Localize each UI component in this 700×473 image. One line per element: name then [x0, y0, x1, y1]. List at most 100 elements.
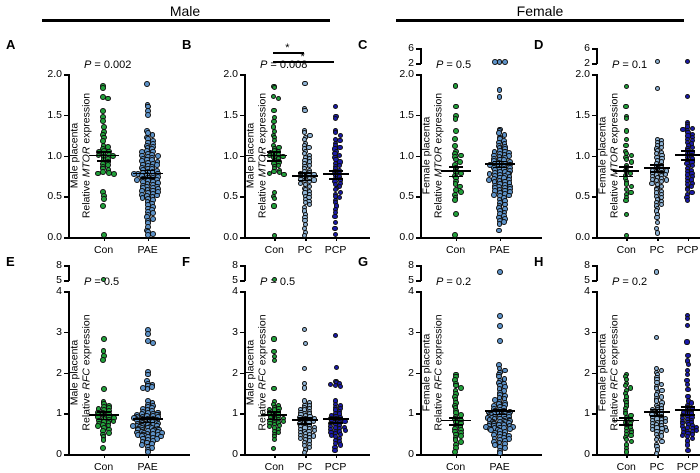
y-tick	[592, 74, 596, 76]
data-point	[110, 418, 117, 425]
y-tick	[416, 196, 420, 198]
sem-cap-bottom	[680, 159, 695, 161]
y-tick	[240, 196, 244, 198]
y-tick-label: 0	[56, 448, 62, 460]
data-point	[338, 442, 344, 448]
y-tick-label: 0.0	[223, 231, 238, 243]
data-point	[297, 180, 303, 186]
sem-cap-bottom	[448, 175, 463, 178]
y-tick-label: 0	[232, 448, 238, 460]
y-tick	[64, 331, 68, 334]
y-tick-label: 1.0	[223, 149, 238, 162]
data-point	[453, 103, 459, 110]
y-tick-label: 2.0	[575, 68, 590, 80]
data-point	[149, 132, 156, 139]
y-tick	[592, 237, 596, 239]
data-point	[100, 445, 106, 452]
data-point	[333, 116, 339, 122]
y-tick-label: 4	[408, 285, 414, 297]
y-tick	[240, 372, 244, 375]
x-tick	[656, 237, 659, 241]
data-point	[685, 448, 691, 454]
x-axis-label-pc: PC	[649, 244, 665, 256]
data-point	[623, 156, 629, 163]
data-point	[271, 276, 277, 283]
y-axis-line-b	[244, 74, 246, 237]
y-tick-label: 1.0	[47, 149, 62, 162]
sem-cap-top	[492, 408, 507, 411]
data-point	[100, 107, 106, 114]
sem-cap-bottom	[619, 424, 634, 426]
y-tick	[592, 196, 596, 198]
y-tick-label: 1	[232, 407, 238, 420]
y-tick	[64, 74, 68, 76]
data-point	[457, 189, 464, 196]
sem-error-bar	[304, 172, 306, 180]
x-axis-line-c	[420, 237, 542, 239]
data-point	[281, 418, 287, 424]
group-rule-female	[396, 19, 684, 22]
data-point	[654, 214, 660, 221]
sem-error-bar	[273, 151, 276, 160]
break-tick	[64, 280, 69, 282]
significance-star: *	[300, 51, 305, 63]
y-axis-line-a	[68, 74, 70, 237]
sem-cap-bottom	[297, 179, 312, 182]
data-point	[628, 159, 634, 165]
y-tick	[592, 114, 596, 117]
data-point	[659, 388, 665, 394]
data-point	[134, 177, 140, 183]
data-point	[654, 59, 660, 65]
data-point	[271, 445, 277, 451]
sem-error-bar	[454, 416, 457, 425]
data-point	[663, 418, 669, 424]
x-axis-label-pcp: PCP	[324, 244, 347, 256]
data-point	[333, 365, 339, 371]
data-point	[623, 143, 629, 149]
data-point	[332, 382, 338, 389]
data-point	[301, 449, 308, 455]
data-point	[301, 232, 308, 238]
y-tick	[416, 291, 420, 293]
data-point	[144, 449, 151, 455]
p-value-c: P = 0.5	[436, 59, 472, 71]
data-point	[337, 144, 343, 150]
data-point	[333, 231, 339, 238]
y-tick	[64, 237, 68, 239]
p-value-a: P = 0.002	[84, 59, 132, 71]
y-tick-label: 1.5	[575, 108, 590, 121]
panel-g: G P = 0.2 Female placenta Relative RFC expr…	[352, 255, 542, 472]
break-tick	[416, 63, 421, 65]
break-tick-label: 8	[56, 259, 62, 271]
data-point	[491, 59, 498, 66]
data-point	[458, 432, 464, 439]
data-point	[654, 230, 661, 236]
data-point	[684, 316, 691, 322]
group-rule-male	[42, 19, 330, 22]
data-point	[281, 171, 287, 177]
data-point	[100, 118, 107, 125]
sem-cap-top	[297, 172, 312, 174]
data-point	[307, 178, 313, 185]
break-tick	[240, 280, 245, 282]
panel-e: E P = 0.5 Male placenta Relative RFC expres…	[0, 255, 190, 472]
panel-d: D P = 0.1 Female placenta Relative MTOR exp…	[528, 38, 700, 256]
sem-cap-top	[448, 416, 463, 419]
data-point	[457, 438, 464, 445]
data-point	[685, 323, 691, 329]
data-point	[145, 330, 151, 337]
data-point	[623, 232, 630, 238]
data-point	[333, 104, 339, 110]
sem-cap-bottom	[267, 418, 282, 421]
data-point	[663, 177, 669, 183]
y-tick-label: 2.0	[47, 68, 62, 80]
panel-label-h: H	[534, 254, 544, 269]
y-tick	[64, 372, 68, 375]
data-point	[271, 108, 277, 114]
sem-cap-bottom	[96, 418, 111, 421]
y-tick	[592, 413, 596, 415]
x-axis-label-pae: PAE	[489, 244, 510, 256]
break-tick	[416, 48, 421, 50]
sem-error-bar	[334, 416, 337, 423]
sem-cap-bottom	[448, 424, 463, 426]
